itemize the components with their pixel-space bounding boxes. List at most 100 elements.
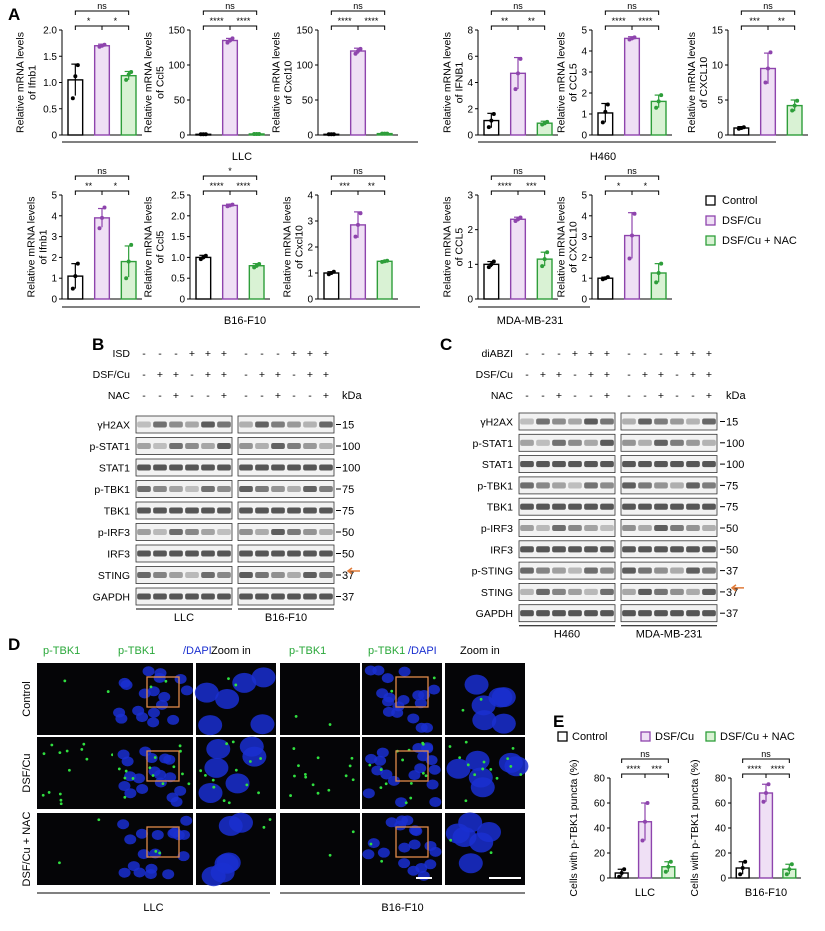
blot-band bbox=[622, 418, 636, 425]
significance-label: **** bbox=[236, 16, 251, 26]
data-point bbox=[102, 205, 107, 210]
nucleus bbox=[398, 858, 411, 869]
blot-band bbox=[520, 524, 534, 532]
blot-strip bbox=[237, 458, 335, 477]
treatment-label: NAC bbox=[491, 390, 514, 402]
treatment-sign: + bbox=[690, 348, 696, 360]
kda-value: 15 bbox=[726, 417, 738, 429]
significance-bracket bbox=[330, 190, 359, 195]
blot-band bbox=[287, 464, 301, 471]
treatment-sign: + bbox=[173, 369, 179, 381]
treatment-sign: - bbox=[675, 369, 679, 381]
blot-strip bbox=[620, 540, 718, 559]
zoom-box bbox=[395, 676, 429, 708]
y-axis-label-line: of Ccl5 bbox=[155, 66, 167, 99]
treatment-sign: + bbox=[674, 348, 680, 360]
blot-strip bbox=[135, 437, 233, 455]
significance-bracket bbox=[740, 25, 769, 30]
nucleus bbox=[426, 779, 439, 790]
y-tick-label: 0.5 bbox=[171, 274, 185, 285]
blot-band bbox=[638, 503, 652, 510]
nucleus bbox=[242, 746, 267, 767]
kda-value: 50 bbox=[342, 527, 354, 539]
ptbk1-punctum bbox=[187, 782, 191, 786]
blot-band bbox=[137, 485, 151, 493]
micro-tile bbox=[362, 813, 442, 885]
microscopy-panel-d: p-TBK1 p-TBK1/DAPI Zoom in p-TBK1 p-TBK1/DAP… bbox=[21, 645, 529, 914]
blot-strip bbox=[135, 415, 233, 434]
blot-band bbox=[670, 418, 684, 425]
blot-label: STAT1 bbox=[482, 459, 513, 471]
treatment-sign: - bbox=[158, 348, 162, 360]
significance-bracket bbox=[330, 175, 386, 180]
blot-band bbox=[137, 528, 151, 536]
y-tick-label: 0 bbox=[599, 874, 605, 885]
nucleus bbox=[198, 782, 223, 803]
nucleus bbox=[376, 747, 389, 758]
blot-band bbox=[153, 550, 167, 557]
ptbk1-punctum bbox=[234, 768, 238, 772]
significance-label: ns bbox=[763, 1, 773, 11]
blot-band bbox=[686, 482, 700, 489]
blot-band bbox=[536, 503, 550, 510]
blot-band bbox=[239, 442, 253, 450]
data-point bbox=[129, 242, 134, 247]
nucleus bbox=[120, 680, 133, 691]
blot-band bbox=[217, 464, 231, 471]
y-tick-label: 1.0 bbox=[43, 78, 57, 89]
blot-band bbox=[169, 464, 183, 471]
blot-strip bbox=[237, 501, 335, 520]
ptbk1-punctum bbox=[222, 799, 226, 803]
ptbk1-punctum bbox=[148, 766, 152, 770]
y-tick-label: 60 bbox=[715, 799, 727, 810]
y-tick-label: 100 bbox=[296, 61, 313, 72]
data-point bbox=[659, 93, 664, 98]
ptbk1-punctum bbox=[63, 679, 67, 683]
panel-letter-d: D bbox=[8, 635, 20, 654]
blot-band bbox=[255, 593, 269, 600]
treatment-sign: - bbox=[260, 390, 264, 402]
ptbk1-punctum bbox=[316, 791, 320, 795]
y-axis-label-line: Relative mRNA levels bbox=[442, 197, 454, 298]
treatment-sign: + bbox=[323, 390, 329, 402]
y-tick-label: 3 bbox=[581, 68, 587, 79]
blot-band bbox=[520, 439, 534, 446]
blot-band bbox=[638, 461, 652, 468]
micro-col-header: p-TBK1 bbox=[368, 645, 405, 657]
ptbk1-punctum bbox=[401, 758, 405, 762]
blot-group-label: MDA-MB-231 bbox=[636, 629, 703, 641]
ptbk1-punctum bbox=[124, 769, 128, 773]
y-tick-label: 0 bbox=[51, 295, 57, 306]
blot-strip bbox=[135, 523, 233, 541]
y-tick-label: 50 bbox=[302, 96, 314, 107]
ptbk1-punctum bbox=[227, 677, 230, 681]
ptbk1-punctum bbox=[59, 802, 63, 806]
blot-band bbox=[185, 550, 199, 557]
blot-band bbox=[287, 593, 301, 600]
blot-band bbox=[137, 507, 151, 514]
nucleus bbox=[153, 672, 166, 683]
treatment-label: ISD bbox=[112, 348, 130, 360]
blot-band bbox=[568, 524, 582, 532]
blot-band bbox=[622, 439, 636, 446]
blot-band bbox=[185, 593, 199, 600]
blot-band bbox=[201, 442, 215, 450]
blot-band bbox=[552, 461, 566, 468]
y-tick-label: 0 bbox=[581, 131, 587, 142]
nucleus bbox=[177, 851, 190, 862]
data-point bbox=[603, 109, 608, 114]
blot-band bbox=[185, 464, 199, 471]
treatment-sign: + bbox=[291, 348, 297, 360]
bar-control bbox=[195, 256, 212, 300]
nucleus bbox=[415, 722, 428, 733]
blot-band bbox=[568, 418, 582, 425]
ptbk1-punctum bbox=[404, 801, 408, 805]
significance-bracket bbox=[101, 190, 130, 195]
y-tick-label: 0 bbox=[720, 874, 726, 885]
bar-control bbox=[597, 277, 614, 300]
legend-swatch-dsf bbox=[705, 215, 716, 226]
blot-band bbox=[536, 546, 550, 553]
y-axis-label-line: of Cxcl10 bbox=[283, 60, 295, 104]
